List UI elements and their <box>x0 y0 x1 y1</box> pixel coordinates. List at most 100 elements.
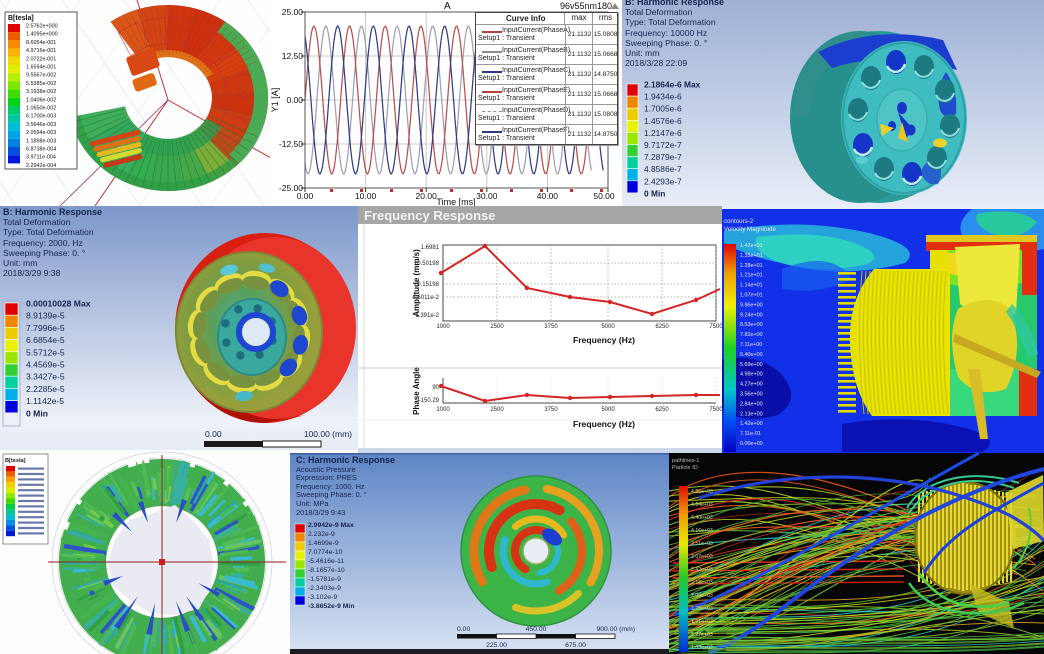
svg-text:100.00 (mm): 100.00 (mm) <box>304 429 352 439</box>
svg-text:2.84e+00: 2.84e+00 <box>740 401 763 407</box>
svg-text:contours-2: contours-2 <box>724 218 754 225</box>
svg-text:5.5385e-002: 5.5385e-002 <box>26 81 56 87</box>
svg-text:3750: 3750 <box>544 407 558 413</box>
svg-text:1000: 1000 <box>436 324 450 330</box>
svg-text:-2.3403e-9: -2.3403e-9 <box>308 585 341 592</box>
svg-text:3750: 3750 <box>544 324 558 330</box>
svg-text:1.75e+03: 1.75e+03 <box>691 606 713 612</box>
svg-text:Phase Angle: Phase Angle <box>412 367 421 415</box>
svg-text:1.35e+01: 1.35e+01 <box>740 253 763 259</box>
svg-text:4.27e+00: 4.27e+00 <box>740 382 763 388</box>
svg-text:7.7996e-5: 7.7996e-5 <box>26 323 65 333</box>
svg-text:0.00: 0.00 <box>286 95 303 105</box>
svg-text:4.4569e-5: 4.4569e-5 <box>26 360 65 370</box>
svg-text:3.9711e-004: 3.9711e-004 <box>26 155 56 161</box>
svg-text:2.18e+03: 2.18e+03 <box>691 580 713 586</box>
svg-text:10.00: 10.00 <box>355 191 377 201</box>
svg-text:0.00: 0.00 <box>457 626 470 633</box>
svg-text:1000: 1000 <box>436 407 450 413</box>
svg-text:Amplitude (mm/s): Amplitude (mm/s) <box>412 249 421 317</box>
svg-text:90: 90 <box>432 385 439 391</box>
svg-text:-12.50: -12.50 <box>279 139 303 149</box>
svg-text:2.5762e+000: 2.5762e+000 <box>26 24 58 30</box>
svg-text:3.5646e-003: 3.5646e-003 <box>26 122 56 128</box>
svg-text:1.4095e+000: 1.4095e+000 <box>26 32 58 38</box>
svg-text:7.11e+00: 7.11e+00 <box>740 342 762 348</box>
svg-text:-8.1657e-10: -8.1657e-10 <box>308 567 345 574</box>
svg-text:4.64e+03: 4.64e+03 <box>691 502 713 508</box>
svg-text:2.13e+00: 2.13e+00 <box>740 411 763 417</box>
svg-text:2.2285e-5: 2.2285e-5 <box>26 384 65 394</box>
svg-text:2.0594e-003: 2.0594e-003 <box>26 130 56 136</box>
svg-text:Y1 [A]: Y1 [A] <box>270 88 280 113</box>
svg-text:7.0774e-10: 7.0774e-10 <box>308 549 343 556</box>
svg-text:0.00: 0.00 <box>205 429 222 439</box>
svg-text:Particle ID: Particle ID <box>672 465 698 471</box>
svg-text:6250: 6250 <box>655 407 669 413</box>
svg-text:2.00e+03: 2.00e+03 <box>691 593 713 599</box>
svg-text:6.8738e-004: 6.8738e-004 <box>26 147 56 153</box>
svg-text:2500: 2500 <box>490 407 504 413</box>
svg-text:4.9716e-001: 4.9716e-001 <box>26 48 56 54</box>
svg-text:8.9139e-5: 8.9139e-5 <box>26 311 65 321</box>
svg-text:1.0406e-002: 1.0406e-002 <box>26 97 56 103</box>
svg-text:96v55nm180: 96v55nm180 <box>560 1 612 11</box>
svg-text:Time [ms]: Time [ms] <box>436 197 475 206</box>
svg-text:6.1700e-003: 6.1700e-003 <box>26 114 56 120</box>
svg-text:1.1142e-5: 1.1142e-5 <box>26 396 64 406</box>
svg-text:5.69e+00: 5.69e+00 <box>740 362 763 368</box>
svg-text:0.00010028 Max: 0.00010028 Max <box>26 299 91 309</box>
svg-text:0.50198: 0.50198 <box>417 261 439 267</box>
svg-text:1.0650e-002: 1.0650e-002 <box>26 106 56 112</box>
svg-text:8.6054e-001: 8.6054e-001 <box>26 40 56 46</box>
svg-text:2.232e-9: 2.232e-9 <box>308 531 335 538</box>
svg-text:6250: 6250 <box>655 324 669 330</box>
svg-text:1.4699e-9: 1.4699e-9 <box>308 540 339 547</box>
svg-text:8.53e+00: 8.53e+00 <box>740 322 763 328</box>
svg-text:5000: 5000 <box>601 324 615 330</box>
svg-text:2.9942e-9 Max: 2.9942e-9 Max <box>308 522 354 529</box>
svg-text:2.2942e-004: 2.2942e-004 <box>26 163 56 169</box>
svg-text:2.1864e-6 Max: 2.1864e-6 Max <box>644 80 701 90</box>
svg-text:1.21e+01: 1.21e+01 <box>740 273 763 279</box>
svg-text:1.7005e-6: 1.7005e-6 <box>644 104 682 114</box>
svg-text:A: A <box>444 1 451 12</box>
svg-text:-150.29: -150.29 <box>419 398 440 404</box>
svg-text:5.5712e-5: 5.5712e-5 <box>26 347 65 357</box>
svg-text:1.9434e-6: 1.9434e-6 <box>644 92 682 102</box>
svg-text:1.2147e-6: 1.2147e-6 <box>644 128 682 138</box>
svg-text:7.82e+00: 7.82e+00 <box>740 332 763 338</box>
svg-text:25.00: 25.00 <box>282 7 304 17</box>
svg-text:20.00: 20.00 <box>416 191 438 201</box>
svg-text:4.40e+03: 4.40e+03 <box>691 515 713 521</box>
svg-text:1.4576e-6: 1.4576e-6 <box>644 116 682 126</box>
svg-text:2.4293e-7: 2.4293e-7 <box>644 176 682 186</box>
svg-text:1.51e+03: 1.51e+03 <box>691 619 713 625</box>
svg-text:0 Min: 0 Min <box>644 188 665 198</box>
svg-text:6.6854e-5: 6.6854e-5 <box>26 335 65 345</box>
svg-text:1.391e-2: 1.391e-2 <box>415 313 439 319</box>
svg-text:0.00e+00: 0.00e+00 <box>740 441 763 447</box>
svg-text:4.16e+03: 4.16e+03 <box>691 528 713 534</box>
svg-text:3.3427e-5: 3.3427e-5 <box>26 372 65 382</box>
svg-text:3.56e+00: 3.56e+00 <box>740 392 763 398</box>
svg-text:0 Min: 0 Min <box>26 408 48 418</box>
svg-text:B[tesla]: B[tesla] <box>8 15 34 22</box>
svg-text:2500: 2500 <box>490 324 504 330</box>
svg-text:450.00: 450.00 <box>526 626 547 633</box>
svg-text:3.1938e-002: 3.1938e-002 <box>26 89 56 95</box>
svg-text:-25.00: -25.00 <box>279 183 303 193</box>
svg-text:7500: 7500 <box>709 407 722 413</box>
svg-text:50.00: 50.00 <box>593 191 615 201</box>
svg-text:2.42e+03: 2.42e+03 <box>691 567 713 573</box>
svg-text:1.03e+03: 1.03e+03 <box>691 645 713 651</box>
svg-text:9.5567e-002: 9.5567e-002 <box>26 73 56 79</box>
svg-text:1.6594e-001: 1.6594e-001 <box>26 65 56 71</box>
svg-text:900.00 (mm): 900.00 (mm) <box>596 626 635 633</box>
svg-text:1.42e+00: 1.42e+00 <box>740 421 763 427</box>
svg-text:675.00: 675.00 <box>565 642 586 649</box>
svg-text:1.27e+03: 1.27e+03 <box>691 632 713 638</box>
svg-text:B[tesla]: B[tesla] <box>5 458 26 464</box>
svg-text:6.40e+00: 6.40e+00 <box>740 352 763 358</box>
svg-text:Frequency (Hz): Frequency (Hz) <box>573 335 635 345</box>
